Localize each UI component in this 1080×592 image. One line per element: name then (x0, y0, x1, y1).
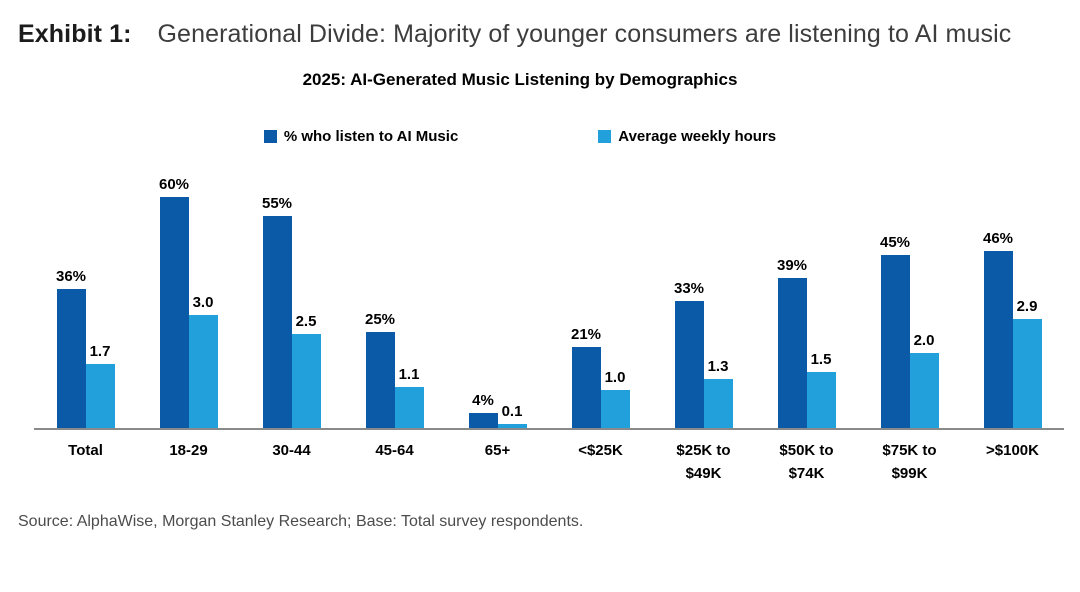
x-axis-label: $25K to $49K (676, 442, 731, 482)
x-axis-label: 30-44 (272, 442, 311, 459)
bar-group: 4% 0.1 (446, 166, 549, 428)
exhibit-header: Exhibit 1: Generational Divide: Majority … (0, 0, 1080, 58)
bar-hours: 1.0 (600, 369, 630, 428)
bar-percent: 33% (674, 280, 704, 428)
chart-legend: % who listen to AI Music Average weekly … (0, 128, 1040, 145)
bar-hours: 2.9 (1012, 298, 1042, 428)
bar-chart: 2025: AI-Generated Music Listening by De… (0, 70, 1064, 485)
exhibit-title: Generational Divide: Majority of younger… (157, 20, 1012, 48)
legend-swatch-light-blue-icon (598, 130, 612, 143)
exhibit-label: Exhibit 1: (18, 20, 132, 48)
bar-hours: 1.1 (394, 366, 424, 428)
chart-title: 2025: AI-Generated Music Listening by De… (302, 70, 738, 89)
bar-value-label: 60% (158, 176, 190, 193)
x-axis-label: >$100K (986, 442, 1039, 459)
bar-value-label: 39% (776, 256, 808, 274)
bar-hours: 1.7 (85, 343, 115, 428)
bar-group: 21% 1.0 (549, 166, 652, 428)
bar-value-label: 55% (261, 195, 293, 213)
x-axis-label: $75K to $99K (882, 442, 937, 482)
bar-value-label: 1.7 (89, 343, 111, 361)
bar-percent: 55% (262, 195, 292, 428)
bar-group: 39% 1.5 (755, 166, 858, 428)
legend-swatch-dark-blue-icon (263, 130, 277, 143)
bar-group: 46% 2.9 (961, 166, 1064, 428)
bar-hours: 1.3 (703, 358, 733, 428)
bar-value-label: 3.0 (192, 294, 214, 312)
legend-item-hours: Average weekly hours (598, 128, 776, 145)
plot-groups: 36% 1.7 60% 3.0 55% 2.5 25% 1.1 4% 0.1 21% 1.0 33% 1.… (34, 166, 1064, 428)
bar-group: 33% 1.3 (652, 166, 755, 428)
bar-value-label: 2.9 (1016, 298, 1038, 315)
bar-percent: 4% (468, 392, 498, 428)
x-axis-label: $50K to $74K (779, 442, 834, 482)
x-axis-label: 45-64 (375, 442, 414, 459)
bar-group: 45% 2.0 (858, 166, 961, 428)
bar-value-label: 4% (472, 391, 494, 409)
bar-percent: 46% (983, 230, 1013, 428)
x-axis-label: Total (68, 442, 103, 459)
plot-area: 36% 1.7 60% 3.0 55% 2.5 25% 1.1 4% 0.1 21% 1.0 33% 1.… (34, 166, 1064, 485)
bar-value-label: 45% (879, 233, 911, 251)
bar-percent: 25% (365, 311, 395, 428)
bar-group: 55% 2.5 (240, 166, 343, 428)
legend-item-percent: % who listen to AI Music (263, 128, 459, 145)
bar-hours: 1.5 (806, 351, 836, 428)
x-axis-label: 65+ (484, 442, 511, 459)
legend-label-percent: % who listen to AI Music (283, 128, 459, 145)
bar-value-label: 1.1 (398, 365, 420, 383)
bar-hours: 3.0 (188, 294, 218, 428)
x-axis-label: 18-29 (169, 442, 208, 459)
bar-hours: 0.1 (497, 403, 527, 428)
bar-value-label: 2.5 (295, 313, 317, 330)
bar-value-label: 2.0 (913, 331, 935, 349)
bar-group: 25% 1.1 (343, 166, 446, 428)
bar-group: 36% 1.7 (34, 166, 137, 428)
bar-value-label: 21% (570, 326, 602, 344)
bar-percent: 45% (880, 234, 910, 428)
bar-percent: 60% (159, 176, 189, 428)
x-axis-labels: Total 18-29 30-44 45-64 65+ <$25K $25K to $49K… (34, 430, 1064, 485)
bar-hours: 2.0 (909, 332, 939, 428)
bar-value-label: 1.5 (810, 350, 832, 368)
bar-percent: 39% (777, 257, 807, 428)
bar-value-label: 36% (55, 268, 87, 286)
bar-value-label: 46% (982, 229, 1014, 247)
x-axis-line (34, 428, 1064, 430)
bar-group: 60% 3.0 (137, 166, 240, 428)
source-note: Source: AlphaWise, Morgan Stanley Resear… (18, 513, 584, 530)
bar-percent: 36% (56, 268, 86, 428)
bar-value-label: 0.1 (501, 403, 523, 421)
bar-value-label: 1.0 (604, 369, 626, 387)
bar-value-label: 33% (673, 280, 705, 297)
bar-value-label: 25% (364, 310, 396, 328)
bar-hours: 2.5 (291, 313, 321, 428)
x-axis-label: <$25K (578, 442, 623, 459)
bar-value-label: 1.3 (707, 358, 729, 376)
legend-label-hours: Average weekly hours (618, 128, 777, 145)
bar-percent: 21% (571, 326, 601, 428)
